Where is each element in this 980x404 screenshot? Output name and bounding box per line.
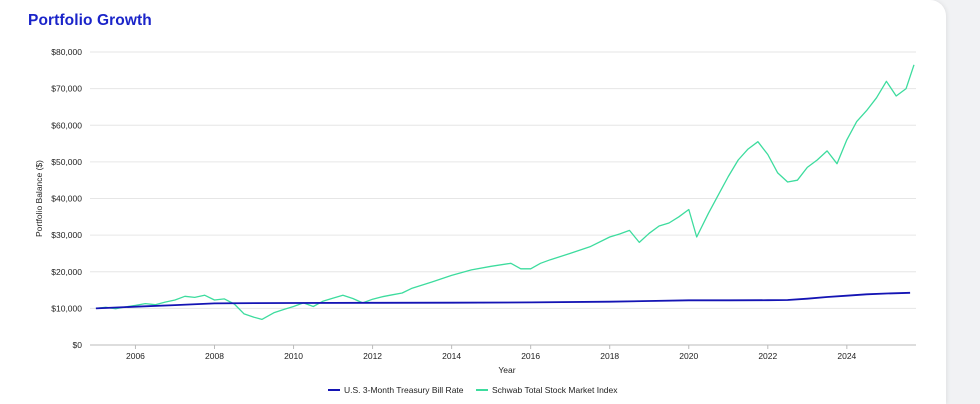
y-tick-label: $10,000 xyxy=(51,303,82,313)
panel-title: Portfolio Growth xyxy=(28,12,152,29)
x-tick-label: 2024 xyxy=(837,351,856,361)
x-tick-label: 2012 xyxy=(363,351,382,361)
portfolio-growth-chart: $0 $10,000 $20,000 $30,000 $40,000 $50,000 $60… xyxy=(34,47,916,395)
y-tick-label: $20,000 xyxy=(51,267,82,277)
gridlines xyxy=(90,51,916,309)
legend-label: Schwab Total Stock Market Index xyxy=(492,385,618,395)
y-tick-label: $80,000 xyxy=(51,47,82,57)
series-lines xyxy=(95,64,915,321)
treasury-bill-series-line xyxy=(95,291,911,310)
portfolio-growth-card: Portfolio Growth xyxy=(0,0,946,404)
x-tick-label: 2022 xyxy=(758,351,777,361)
y-tick-label: $40,000 xyxy=(51,194,82,204)
y-tick-label: $30,000 xyxy=(51,230,82,240)
y-axis-ticks: $0 $10,000 $20,000 $30,000 $40,000 $50,000 $60… xyxy=(51,47,82,350)
y-tick-label: $50,000 xyxy=(51,157,82,167)
legend: U.S. 3-Month Treasury Bill Rate Schwab To… xyxy=(328,385,618,395)
x-tick-label: 2010 xyxy=(284,351,303,361)
schwab-index-series-line xyxy=(95,64,915,321)
legend-label: U.S. 3-Month Treasury Bill Rate xyxy=(344,385,464,395)
y-axis-label: Portfolio Balance ($) xyxy=(34,160,44,237)
y-tick-label: $60,000 xyxy=(51,120,82,130)
y-tick-label: $0 xyxy=(73,340,83,350)
x-tick-label: 2014 xyxy=(442,351,461,361)
x-tick-label: 2006 xyxy=(126,351,145,361)
x-axis-label: Year xyxy=(498,365,515,375)
x-tick-label: 2016 xyxy=(521,351,540,361)
y-tick-label: $70,000 xyxy=(51,84,82,94)
x-axis-ticks: 2006 2008 2010 2012 2014 2016 2018 2020 2022 2024 xyxy=(126,345,857,361)
x-tick-label: 2008 xyxy=(205,351,224,361)
x-tick-label: 2018 xyxy=(600,351,619,361)
x-tick-label: 2020 xyxy=(679,351,698,361)
